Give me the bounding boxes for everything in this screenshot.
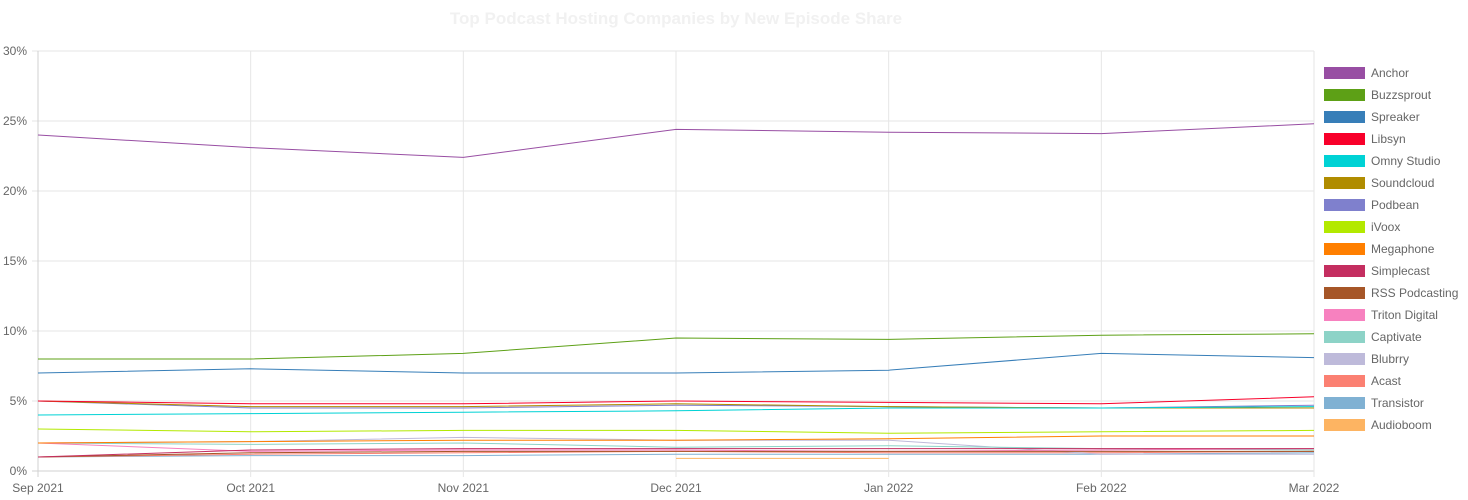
legend-item[interactable]: Simplecast: [1324, 264, 1430, 278]
series-line-megaphone: [37, 435, 1314, 444]
series-lines: [37, 123, 1315, 459]
legend-swatch: [1324, 133, 1365, 145]
series-line-libsyn: [37, 396, 1315, 405]
legend-swatch: [1324, 89, 1365, 101]
series-line-spreaker: [37, 352, 1315, 374]
legend-label: Anchor: [1371, 66, 1409, 80]
legend-label: Triton Digital: [1371, 308, 1438, 322]
legend-swatch: [1324, 287, 1365, 299]
legend-label: Podbean: [1371, 198, 1419, 212]
x-tick-label: Dec 2021: [650, 481, 702, 495]
legend-item[interactable]: Anchor: [1324, 66, 1409, 80]
x-tick-label: Sep 2021: [12, 481, 64, 495]
legend-swatch: [1324, 199, 1365, 211]
y-tick-label: 0%: [10, 464, 28, 478]
legend-item[interactable]: Megaphone: [1324, 242, 1435, 256]
chart-title: Top Podcast Hosting Companies by New Epi…: [449, 9, 903, 28]
legend-item[interactable]: Acast: [1324, 374, 1402, 388]
legend-item[interactable]: Soundcloud: [1324, 176, 1434, 190]
x-tick-label: Nov 2021: [438, 481, 490, 495]
legend-item[interactable]: Buzzsprout: [1324, 88, 1432, 102]
legend-label: Blubrry: [1371, 352, 1409, 366]
series-line-rss-podcasting: [37, 450, 1314, 458]
y-axis-ticks: 0% 5% 10% 15% 20% 25% 30%: [3, 44, 27, 478]
x-axis-ticks: Sep 2021 Oct 2021 Nov 2021 Dec 2021 Jan 2022…: [12, 481, 1339, 495]
legend-item[interactable]: Libsyn: [1324, 132, 1406, 146]
legend-label: Acast: [1371, 374, 1402, 388]
y-tick-label: 30%: [3, 44, 27, 58]
legend-swatch: [1324, 397, 1365, 409]
y-tick-label: 20%: [3, 184, 27, 198]
series-line-ivoox: [37, 428, 1315, 434]
legend-label: iVoox: [1371, 220, 1400, 234]
legend-item[interactable]: RSS Podcasting: [1324, 286, 1458, 300]
legend-swatch: [1324, 419, 1365, 431]
y-tick-label: 15%: [3, 254, 27, 268]
legend-label: Audioboom: [1371, 418, 1432, 432]
legend-swatch: [1324, 265, 1365, 277]
legend-item[interactable]: Omny Studio: [1324, 154, 1441, 168]
legend-swatch: [1324, 243, 1365, 255]
legend-swatch: [1324, 67, 1365, 79]
x-tick-label: Feb 2022: [1076, 481, 1127, 495]
legend-swatch: [1324, 177, 1365, 189]
legend-label: RSS Podcasting: [1371, 286, 1458, 300]
legend-item[interactable]: iVoox: [1324, 220, 1400, 234]
legend-item[interactable]: Triton Digital: [1324, 308, 1438, 322]
y-tick-label: 5%: [10, 394, 28, 408]
grid: [32, 50, 1315, 477]
legend-item[interactable]: Transistor: [1324, 396, 1424, 410]
legend-label: Transistor: [1371, 396, 1424, 410]
legend-label: Buzzsprout: [1371, 88, 1432, 102]
series-line-anchor: [37, 123, 1315, 158]
y-tick-label: 25%: [3, 114, 27, 128]
x-tick-label: Mar 2022: [1289, 481, 1340, 495]
legend-swatch: [1324, 375, 1365, 387]
y-tick-label: 10%: [3, 324, 27, 338]
legend-label: Megaphone: [1371, 242, 1435, 256]
legend-label: Captivate: [1371, 330, 1422, 344]
legend-label: Soundcloud: [1371, 176, 1434, 190]
legend-swatch: [1324, 155, 1365, 167]
series-line-buzzsprout: [38, 333, 1315, 360]
x-tick-label: Oct 2021: [226, 481, 275, 495]
legend-label: Omny Studio: [1371, 154, 1441, 168]
legend-label: Spreaker: [1371, 110, 1420, 124]
legend-swatch: [1324, 309, 1365, 321]
legend-item[interactable]: Podbean: [1324, 198, 1419, 212]
legend-label: Libsyn: [1371, 132, 1406, 146]
legend-item[interactable]: Spreaker: [1324, 110, 1420, 124]
legend-label: Simplecast: [1371, 264, 1430, 278]
series-line-triton-digital: [37, 442, 1315, 452]
x-tick-label: Jan 2022: [864, 481, 914, 495]
legend-item[interactable]: Captivate: [1324, 330, 1422, 344]
legend-item[interactable]: Blubrry: [1324, 352, 1409, 366]
series-line-simplecast: [37, 448, 1314, 458]
legend-swatch: [1324, 353, 1365, 365]
series-line-omny-studio: [37, 406, 1315, 416]
legend-swatch: [1324, 221, 1365, 233]
legend-swatch: [1324, 331, 1365, 343]
legend-item[interactable]: Audioboom: [1324, 418, 1432, 432]
legend-swatch: [1324, 111, 1365, 123]
legend[interactable]: Anchor Buzzsprout Spreaker Libsyn Omny Studi…: [1324, 66, 1458, 432]
